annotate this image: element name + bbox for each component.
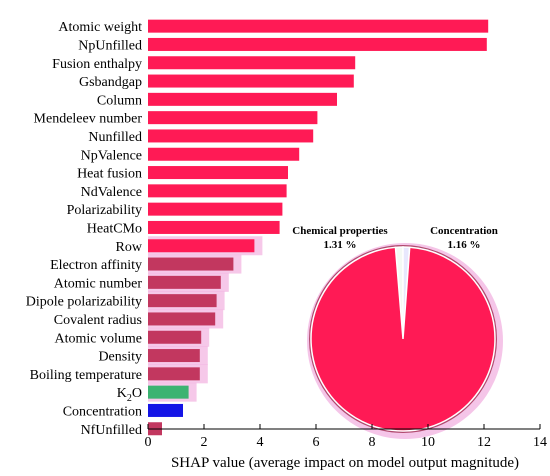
category-label: Concentration <box>63 404 142 419</box>
bar-heat-fusion <box>148 166 288 180</box>
pie-label-concentration-value: 1.16 % <box>448 239 481 251</box>
x-axis: 0 2 4 6 8 10 12 14 <box>145 424 547 450</box>
category-label: Fusion enthalpy <box>52 57 142 72</box>
category-label: Electron affinity <box>50 258 142 273</box>
x-tick-label: 8 <box>369 435 376 450</box>
x-tick-label: 4 <box>257 435 264 450</box>
category-label: Atomic number <box>54 276 143 291</box>
category-label: Boiling temperature <box>30 368 142 383</box>
category-label: HeatCMo <box>87 221 142 236</box>
pie-label-concentration: Concentration 1.16 % <box>430 225 498 251</box>
category-label: NdValence <box>81 185 142 200</box>
category-label: Column <box>97 93 142 108</box>
pie-label-chemical-name: Chemical properties <box>292 225 388 237</box>
bar-fusion-enthalpy <box>148 56 356 70</box>
bar-heatcmo <box>148 220 280 234</box>
x-tick-label: 2 <box>201 435 208 450</box>
pie-slice-other <box>310 246 496 432</box>
bar-atomic-number <box>148 275 221 289</box>
bar-column <box>148 92 337 106</box>
bar-npvalence <box>148 147 300 161</box>
category-label: Atomic weight <box>58 20 142 35</box>
bar-boiling-temperature <box>148 367 200 381</box>
category-label: Covalent radius <box>54 313 142 328</box>
bar-npunfilled <box>148 37 487 51</box>
category-label: Mendeleev number <box>34 112 143 127</box>
x-tick-label: 6 <box>313 435 320 450</box>
pie-gap <box>396 247 410 339</box>
category-label: Gsbandgap <box>79 75 142 90</box>
category-label: Density <box>98 350 142 365</box>
bar-ndvalence <box>148 184 287 198</box>
category-label: Atomic volume <box>55 331 143 346</box>
category-label: Nunfilled <box>88 130 142 145</box>
category-label: NpValence <box>81 148 142 163</box>
category-labels: Atomic weight NpUnfilled Fusion enthalpy Gs… <box>26 20 143 438</box>
bar-mendeleev-number <box>148 111 318 125</box>
bar-atomic-volume <box>148 330 202 344</box>
pie-label-chemical-value: 1.31 % <box>324 239 357 251</box>
bar-covalent-radius <box>148 312 216 326</box>
bar-polarizability <box>148 202 283 216</box>
x-tick-label: 10 <box>421 435 435 450</box>
x-tick-label: 0 <box>145 435 152 450</box>
bar-electron-affinity <box>148 257 234 271</box>
category-label: NfUnfilled <box>81 423 142 438</box>
category-label: Heat fusion <box>77 167 142 182</box>
bar-row <box>148 239 255 253</box>
bar-density <box>148 349 200 363</box>
bar-k2o <box>148 385 189 399</box>
category-label: NpUnfilled <box>78 38 142 53</box>
bar-gsbandgap <box>148 74 354 88</box>
bar-atomic-weight <box>148 19 489 33</box>
category-label: K2O <box>117 386 142 404</box>
bars-layer <box>148 19 489 436</box>
pie-label-chemical: Chemical properties 1.31 % <box>292 225 388 251</box>
category-label: Row <box>116 240 143 255</box>
x-axis-title: SHAP value (average impact on model outp… <box>171 455 519 471</box>
category-label: Polarizability <box>67 203 142 218</box>
x-tick-label: 14 <box>533 435 547 450</box>
bar-concentration <box>148 403 183 417</box>
bar-nunfilled <box>148 129 314 143</box>
category-label: Dipole polarizability <box>26 295 142 310</box>
pie-outline <box>309 245 497 433</box>
bar-dipole-polarizability <box>148 294 217 308</box>
x-tick-label: 12 <box>477 435 491 450</box>
pie-label-concentration-name: Concentration <box>430 225 498 237</box>
pie-chart <box>307 243 503 439</box>
